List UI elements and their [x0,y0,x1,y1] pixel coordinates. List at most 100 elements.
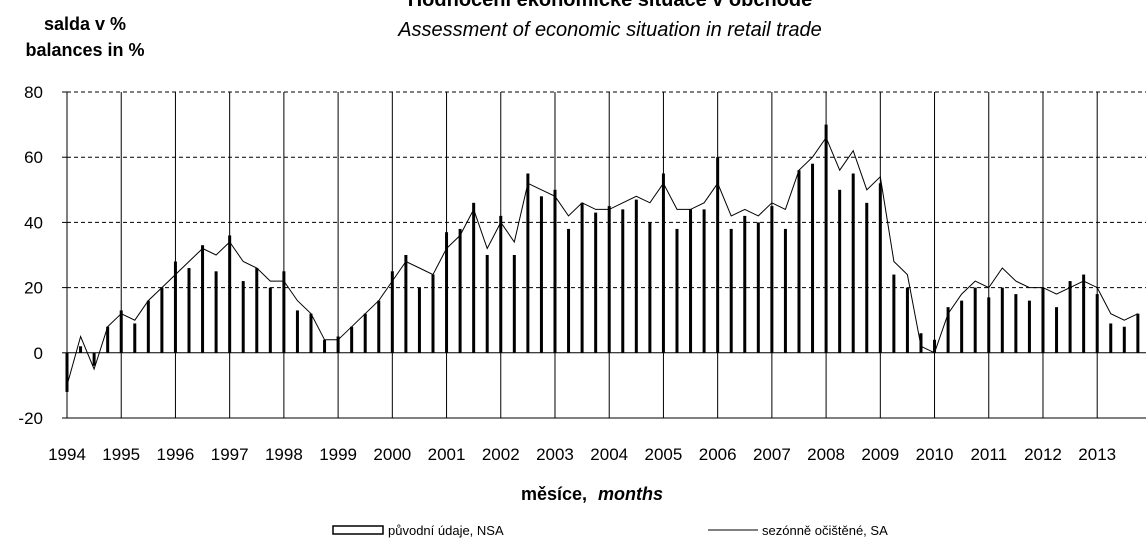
bar [133,323,137,353]
y-tick-label: 40 [24,213,43,232]
bar [661,173,665,353]
bar [228,235,232,353]
bar [472,202,476,353]
bar [838,189,842,353]
bar [1068,281,1072,353]
bar [323,339,327,353]
bar [539,196,543,353]
bar [201,245,205,353]
bar [309,313,313,353]
bar [512,255,516,353]
bar [1000,287,1004,353]
x-tick-label: 2009 [861,445,899,464]
y-tick-label: 0 [34,344,43,363]
bar [282,271,286,353]
x-tick-label: 1997 [211,445,249,464]
bar [621,209,625,353]
line-series [66,136,1139,386]
x-axis-label-cz: měsíce, [521,484,587,504]
bar [79,346,83,353]
y-tick-label: 80 [24,83,43,102]
y-tick-label: 20 [24,279,43,298]
x-tick-label: 1995 [102,445,140,464]
bar [594,212,598,353]
bar [255,268,259,353]
bar [973,287,977,353]
bar [553,189,557,353]
bar [1027,300,1031,353]
bar [363,313,367,353]
bar [106,326,110,353]
bar [458,228,462,353]
bar [811,163,815,353]
x-tick-label: 2000 [373,445,411,464]
bar [1041,287,1045,353]
x-tick-label: 2011 [970,445,1007,464]
bar [526,173,530,353]
bar [851,173,855,353]
bar [295,310,299,353]
bar [634,199,638,353]
bar [187,268,191,353]
x-tick-label: 1999 [319,445,357,464]
x-axis-label: měsíce, months [521,484,663,504]
x-tick-label: 1994 [48,445,86,464]
bar [987,297,991,353]
x-tick-label: 2005 [645,445,683,464]
bar [783,228,787,353]
bar [933,339,937,353]
bar [390,271,394,353]
y-axis-label-en: balances in % [25,40,144,60]
bar [675,228,679,353]
x-tick-label: 2013 [1078,445,1116,464]
x-tick-label: 1998 [265,445,303,464]
y-tick-label: 60 [24,148,43,167]
bar [567,228,571,353]
x-tick-labels: 1994 1995 1996 1997 1998 1999 2000 2001 2002 2003… [48,445,1116,464]
bar [797,170,801,353]
bar [946,307,950,353]
axes [62,91,1146,419]
bar [1095,294,1099,353]
bar [729,228,733,353]
bar [431,274,435,353]
y-tick-label: -20 [18,409,43,428]
bar [716,157,720,353]
bar [865,202,869,353]
sa-line [66,136,1139,386]
bar [1122,326,1126,353]
x-tick-label: 1996 [157,445,195,464]
bar [919,333,923,353]
bar [119,310,123,353]
bar [824,124,828,353]
bar [1055,307,1059,353]
chart-title: Hodnocení ekonomické situace v obchodě [408,0,813,11]
bar [377,300,381,353]
bar [268,287,272,353]
x-tick-label: 2003 [536,445,574,464]
bar [499,215,503,353]
bar [1082,274,1086,353]
bar [173,261,177,353]
x-axis-label-en: months [598,484,663,504]
bar-series [65,124,1140,392]
bar [1109,323,1113,353]
bar [241,281,245,353]
x-tick-label: 2007 [753,445,791,464]
bar [92,352,96,366]
bar [417,287,421,353]
bar [689,209,693,353]
y-tick-labels: 80 60 40 20 0 -20 [18,83,43,428]
bar [770,206,774,353]
bar [146,300,150,353]
x-tick-label: 2010 [916,445,954,464]
x-tick-label: 2001 [428,445,466,464]
bar [756,222,760,353]
bar [1136,313,1140,353]
x-tick-label: 2008 [807,445,845,464]
bar [1014,294,1018,353]
bar [445,232,449,353]
bar [960,300,964,353]
bar [607,206,611,353]
